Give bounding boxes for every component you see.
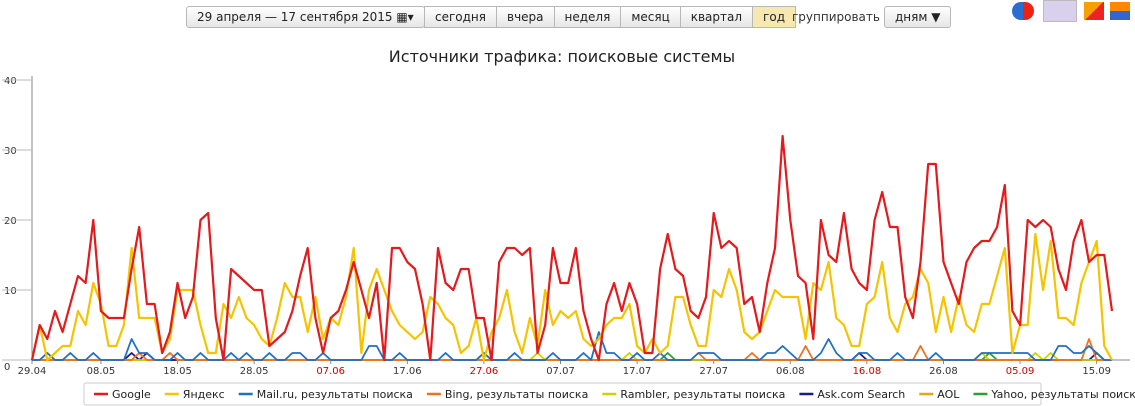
y-tick-label: 30 — [4, 146, 17, 157]
period-group: сегодня вчера неделя месяц квартал год — [424, 6, 796, 28]
series-line — [30, 134, 1114, 362]
series-line — [32, 352, 1112, 361]
chart-title: Источники трафика: поисковые системы — [389, 47, 735, 66]
x-tick-label: 05.09 — [1006, 366, 1035, 377]
group-select[interactable]: дням ▼ — [884, 6, 952, 28]
legend-box — [83, 382, 1042, 406]
period-button[interactable]: сегодня — [424, 6, 497, 28]
x-tick-label: 07.06 — [316, 366, 345, 377]
x-tick-label: 07.07 — [546, 366, 575, 377]
y-tick-label: 20 — [4, 216, 17, 227]
x-tick-label: 08.05 — [87, 366, 116, 377]
y-tick-label: 0 — [4, 362, 10, 373]
date-text: 29 апреля — 17 сентября 2015 — [197, 10, 393, 24]
legend-label: Ask.com Search — [817, 388, 905, 401]
x-tick-label: 26.08 — [929, 366, 958, 377]
period-button[interactable]: месяц — [620, 6, 681, 28]
period-button[interactable]: вчера — [496, 6, 555, 28]
chart-type-bar[interactable] — [1084, 2, 1104, 20]
y-tick-label: 10 — [4, 286, 17, 297]
group-label: группировать по — [792, 10, 899, 24]
x-tick-label: 28.05 — [240, 366, 269, 377]
legend-label: Google — [112, 388, 151, 401]
series-line — [32, 338, 1112, 361]
chart-type-area[interactable] — [1110, 2, 1130, 20]
chart-type-pie[interactable] — [1012, 2, 1034, 20]
series-line — [32, 352, 1112, 361]
group-value: дням — [895, 10, 928, 24]
series-line — [32, 352, 1112, 361]
series-line — [32, 331, 1112, 361]
chart-type-line[interactable] — [1043, 0, 1077, 22]
x-tick-label: 27.06 — [470, 366, 499, 377]
x-tick-label: 17.06 — [393, 366, 422, 377]
period-button[interactable]: квартал — [679, 6, 754, 28]
date-range[interactable]: 29 апреля — 17 сентября 2015 ▦▾ — [186, 6, 425, 28]
x-tick-label: 17.07 — [623, 366, 652, 377]
legend-label: Bing, результаты поиска — [445, 388, 588, 401]
series-line — [32, 352, 1112, 361]
legend-label: Yahoo, результаты поиска — [990, 388, 1135, 401]
period-button[interactable]: неделя — [553, 6, 622, 28]
x-tick-label: 06.08 — [776, 366, 805, 377]
y-tick-label: 40 — [4, 76, 17, 87]
date-picker[interactable]: 29 апреля — 17 сентября 2015 ▦▾ — [186, 6, 425, 28]
x-tick-label: 15.09 — [1082, 366, 1111, 377]
x-tick-label: 16.08 — [853, 366, 882, 377]
legend-label: Яндекс — [183, 388, 225, 401]
legend-label: Mail.ru, результаты поиска — [257, 388, 413, 401]
x-tick-label: 29.04 — [18, 366, 47, 377]
legend-label: Rambler, результаты поиска — [620, 388, 785, 401]
x-tick-label: 27.07 — [699, 366, 728, 377]
period-button[interactable]: год — [752, 6, 796, 28]
series-line — [30, 232, 1113, 362]
x-tick-label: 18.05 — [163, 366, 192, 377]
legend-label: AOL — [937, 388, 960, 401]
